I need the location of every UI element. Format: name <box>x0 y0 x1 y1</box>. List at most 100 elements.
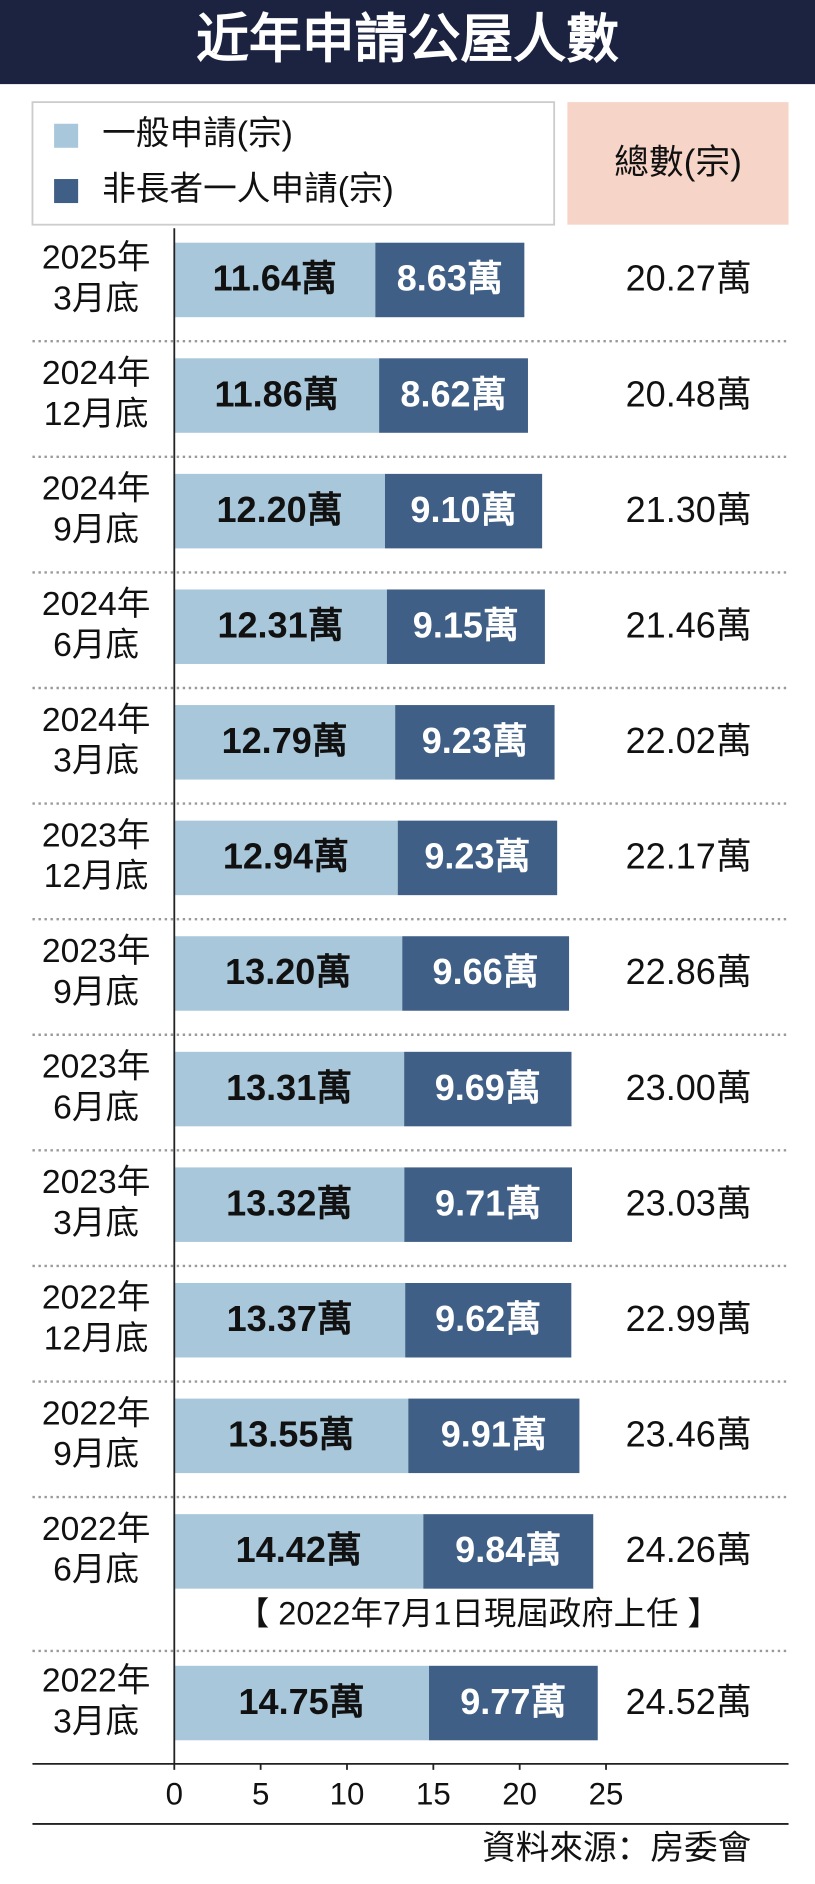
bar-segment <box>386 589 545 664</box>
total-label: 20.48萬 <box>626 373 752 414</box>
value-label: 9.91萬 <box>441 1414 547 1455</box>
total-header-box <box>567 102 789 225</box>
y-tick-label: 2022年 <box>42 1279 151 1317</box>
y-tick-label: 2023年 <box>42 816 151 854</box>
value-label: 14.75萬 <box>239 1681 365 1722</box>
y-tick-label: 2025年 <box>42 238 151 276</box>
bar-segment <box>384 473 543 549</box>
bar-segment <box>174 1665 430 1741</box>
x-tick-label: 5 <box>252 1777 269 1812</box>
y-tick-label: 3月底 <box>53 1204 139 1242</box>
bar-segment <box>174 242 376 318</box>
legend-label: 非長者一人申請(宗) <box>102 170 394 208</box>
value-label: 12.79萬 <box>222 720 348 761</box>
bar-segment <box>174 1051 405 1127</box>
bar-segment <box>174 1514 424 1589</box>
value-label: 12.94萬 <box>223 836 349 877</box>
bar-segment <box>174 589 387 664</box>
y-tick-label: 12月底 <box>44 1320 149 1358</box>
value-label: 11.64萬 <box>213 258 337 299</box>
value-label: 9.23萬 <box>424 836 530 877</box>
value-label: 9.23萬 <box>422 720 528 761</box>
bar-segment <box>404 1167 573 1242</box>
bar-segment <box>174 473 385 549</box>
y-tick-label: 2024年 <box>42 354 151 392</box>
total-label: 22.99萬 <box>626 1298 752 1339</box>
bar-segment <box>174 1282 406 1358</box>
bar-segment <box>404 1051 572 1127</box>
y-tick-label: 9月底 <box>53 1435 139 1473</box>
x-tick-label: 25 <box>589 1777 624 1812</box>
value-label: 13.32萬 <box>226 1182 352 1223</box>
value-label: 9.66萬 <box>433 951 539 992</box>
total-label: 22.02萬 <box>626 720 752 761</box>
bar-segment <box>395 705 555 780</box>
bar-segment <box>379 358 528 433</box>
legend-box <box>31 101 556 226</box>
y-tick-label: 2023年 <box>42 1163 151 1201</box>
value-label: 13.31萬 <box>226 1067 352 1108</box>
bar-segment <box>408 1398 580 1474</box>
value-label: 9.71萬 <box>435 1182 541 1223</box>
value-label: 13.55萬 <box>228 1414 354 1455</box>
y-tick-label: 2023年 <box>42 1048 151 1086</box>
value-label: 13.37萬 <box>227 1298 353 1339</box>
legend-swatch <box>54 123 79 148</box>
source: 資料來源：房委會 <box>482 1829 751 1867</box>
bar-segment <box>174 358 380 433</box>
bar-segment <box>375 242 525 318</box>
y-tick-label: 3月底 <box>53 279 139 317</box>
value-label: 8.63萬 <box>397 258 503 299</box>
total-label: 21.46萬 <box>626 604 752 645</box>
total-label: 24.26萬 <box>626 1529 752 1570</box>
bar-segment <box>174 1167 405 1242</box>
total-label: 21.30萬 <box>626 489 752 530</box>
y-tick-label: 6月底 <box>53 1551 139 1589</box>
bar-segment <box>423 1514 594 1589</box>
y-tick-label: 12月底 <box>44 395 149 433</box>
value-label: 12.31萬 <box>217 604 343 645</box>
value-label: 9.10萬 <box>410 489 516 530</box>
y-tick-label: 2022年 <box>42 1510 151 1548</box>
legend-label: 一般申請(宗) <box>102 115 293 153</box>
bar-segment <box>405 1282 572 1358</box>
total-header: 總數(宗) <box>614 143 742 182</box>
y-tick-label: 3月底 <box>53 742 139 780</box>
y-tick-label: 9月底 <box>53 510 139 548</box>
y-tick-label: 6月底 <box>53 1088 139 1126</box>
bar-segment <box>429 1665 598 1741</box>
value-label: 9.62萬 <box>435 1298 541 1339</box>
y-tick-label: 3月底 <box>53 1702 139 1740</box>
y-tick-label: 2022年 <box>42 1394 151 1432</box>
bar-segment <box>402 936 570 1011</box>
y-tick-label: 6月底 <box>53 626 139 664</box>
bar-segment <box>174 936 403 1011</box>
title-band <box>0 0 815 85</box>
value-label: 9.15萬 <box>413 604 519 645</box>
total-label: 22.86萬 <box>626 951 752 992</box>
total-label: 23.00萬 <box>626 1067 752 1108</box>
value-label: 9.84萬 <box>455 1529 561 1570</box>
y-tick-label: 2024年 <box>42 585 151 623</box>
value-label: 8.62萬 <box>400 373 506 414</box>
y-tick-label: 2024年 <box>42 701 151 739</box>
annotation: 【 2022年7月1日現屆政府上任 】 <box>237 1596 720 1632</box>
y-tick-label: 12月底 <box>44 857 149 895</box>
total-label: 23.03萬 <box>626 1182 752 1223</box>
chart-title: 近年申請公屋人數 <box>196 10 619 69</box>
value-label: 14.42萬 <box>236 1529 362 1570</box>
bar-segment <box>174 705 396 780</box>
total-label: 22.17萬 <box>626 836 752 877</box>
y-tick-label: 2023年 <box>42 932 151 970</box>
y-tick-label: 9月底 <box>53 973 139 1011</box>
x-tick-label: 10 <box>330 1777 365 1812</box>
value-label: 12.20萬 <box>216 489 342 530</box>
total-label: 20.27萬 <box>626 258 752 299</box>
y-tick-label: 2022年 <box>42 1662 151 1700</box>
bar-segment <box>397 820 558 896</box>
value-label: 9.77萬 <box>460 1681 566 1722</box>
value-label: 9.69萬 <box>435 1067 541 1108</box>
total-label: 24.52萬 <box>626 1681 752 1722</box>
